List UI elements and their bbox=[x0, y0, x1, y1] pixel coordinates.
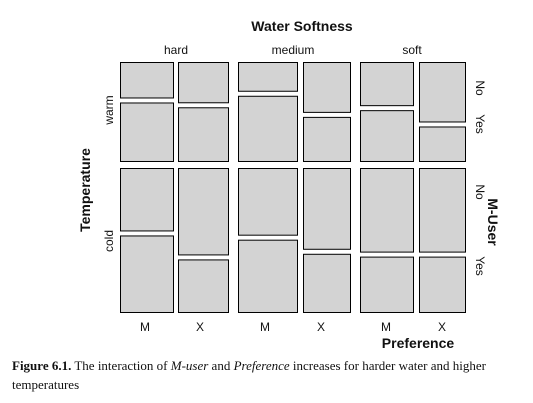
row-axis-title: Temperature bbox=[77, 148, 93, 232]
column-axis-title: Preference bbox=[382, 335, 455, 350]
muser-label-no-warm: No bbox=[473, 80, 487, 96]
muser-label-yes-cold: Yes bbox=[473, 256, 487, 276]
mosaic-tile-soft-cold-m-yes bbox=[360, 256, 414, 314]
chart-title: Water Softness bbox=[251, 18, 353, 34]
softness-label-medium: medium bbox=[272, 43, 315, 57]
mosaic-tile-medium-warm-m-no bbox=[238, 62, 298, 92]
muser-label-yes-warm: Yes bbox=[473, 114, 487, 134]
inner-row-axis-title: M-User bbox=[485, 198, 501, 246]
preference-label-x-hard: X bbox=[196, 320, 204, 334]
mosaic-tile-hard-cold-x-no bbox=[178, 168, 229, 256]
mosaic-plot: Water Softness hard medium soft Temperat… bbox=[77, 18, 501, 350]
caption-text-1: The interaction of bbox=[71, 358, 171, 373]
caption-text-3: increases for harder water and higher te… bbox=[12, 358, 486, 392]
muser-label-no-cold: No bbox=[473, 184, 487, 200]
mosaic-tile-medium-cold-x-yes bbox=[303, 253, 351, 313]
mosaic-tile-medium-cold-m-yes bbox=[238, 239, 298, 313]
mosaic-tile-hard-warm-x-no bbox=[178, 62, 229, 104]
caption-term-preference: Preference bbox=[233, 358, 290, 373]
preference-label-x-medium: X bbox=[317, 320, 325, 334]
mosaic-tile-hard-cold-x-yes bbox=[178, 259, 229, 314]
mosaic-tile-medium-cold-m-no bbox=[238, 168, 298, 236]
figure-caption: Figure 6.1. The interaction of M-user an… bbox=[12, 356, 512, 394]
mosaic-tile-hard-warm-x-yes bbox=[178, 107, 229, 162]
mosaic-tile-medium-cold-x-no bbox=[303, 168, 351, 250]
preference-label-m-soft: M bbox=[381, 320, 391, 334]
mosaic-tiles bbox=[120, 62, 466, 314]
mosaic-tile-hard-cold-m-yes bbox=[120, 235, 174, 313]
preference-label-m-medium: M bbox=[260, 320, 270, 334]
mosaic-tile-soft-warm-x-no bbox=[419, 62, 466, 123]
temperature-label-cold: cold bbox=[102, 230, 116, 252]
preference-label-m-hard: M bbox=[140, 320, 150, 334]
mosaic-tile-soft-cold-m-no bbox=[360, 168, 414, 253]
mosaic-tile-medium-warm-x-yes bbox=[303, 116, 351, 162]
mosaic-tile-soft-warm-m-no bbox=[360, 62, 414, 107]
mosaic-tile-soft-cold-x-yes bbox=[419, 256, 466, 314]
caption-label: Figure 6.1. bbox=[12, 358, 72, 373]
mosaic-tile-soft-cold-x-no bbox=[419, 168, 466, 253]
mosaic-tile-soft-warm-x-yes bbox=[419, 126, 466, 163]
mosaic-tile-medium-warm-m-yes bbox=[238, 95, 298, 162]
mosaic-tile-hard-cold-m-no bbox=[120, 168, 174, 232]
caption-term-muser: M-user bbox=[170, 358, 209, 373]
preference-label-x-soft: X bbox=[438, 320, 446, 334]
softness-label-soft: soft bbox=[402, 43, 422, 57]
temperature-label-warm: warm bbox=[102, 95, 116, 125]
softness-label-hard: hard bbox=[164, 43, 188, 57]
mosaic-tile-soft-warm-m-yes bbox=[360, 110, 414, 163]
mosaic-tile-medium-warm-x-no bbox=[303, 62, 351, 113]
caption-text-2: and bbox=[208, 358, 234, 373]
mosaic-tile-hard-warm-m-no bbox=[120, 62, 174, 99]
mosaic-tile-hard-warm-m-yes bbox=[120, 102, 174, 163]
